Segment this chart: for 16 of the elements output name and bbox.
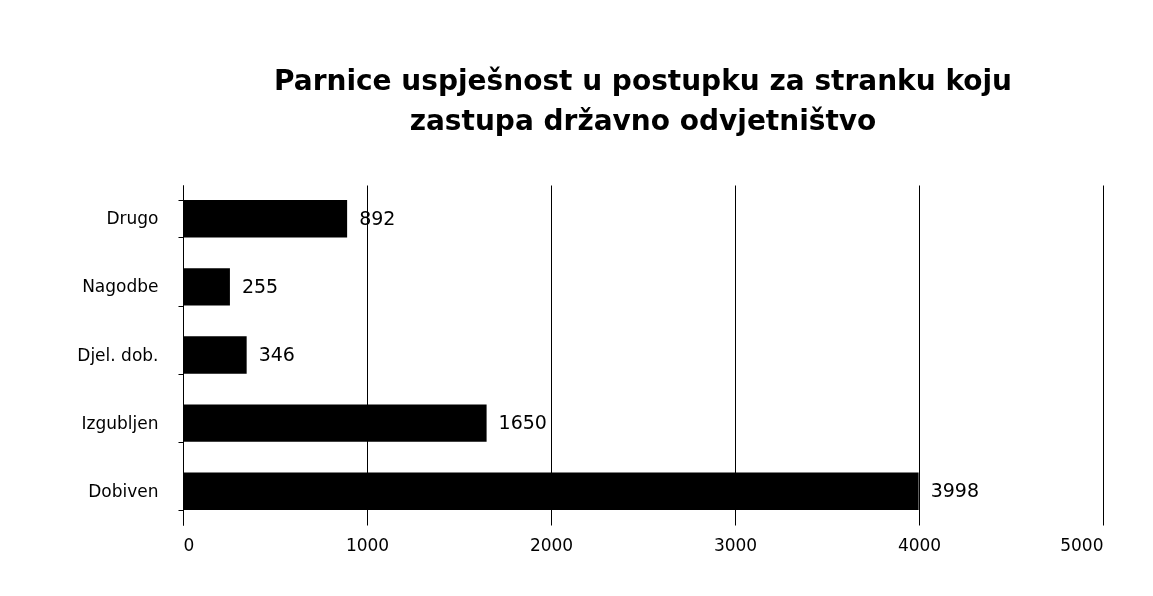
y-tick-label: Drugo <box>106 208 159 229</box>
x-tick-label: 1000 <box>345 534 390 555</box>
y-tick-label: Dobiven <box>88 480 159 501</box>
data-label: 1650 <box>498 411 547 434</box>
x-tick-label: 0 <box>183 534 195 555</box>
chart-title: Parnice uspješnost u postupku za stranku koju zastupa državno odvjetništvo <box>273 64 1013 137</box>
x-tick-label: 3000 <box>713 534 758 555</box>
y-tick-label: Nagodbe <box>82 276 159 297</box>
x-tick-label: 2000 <box>529 534 574 555</box>
x-tick-label: 4000 <box>897 534 942 555</box>
y-tick-label: Djel. dob. <box>77 344 159 365</box>
data-label: 3998 <box>930 479 979 502</box>
data-label: 255 <box>241 274 279 297</box>
y-tick-label: Izgubljen <box>81 412 159 433</box>
data-label: 346 <box>258 343 295 365</box>
x-tick-label: 5000 <box>1060 534 1104 555</box>
